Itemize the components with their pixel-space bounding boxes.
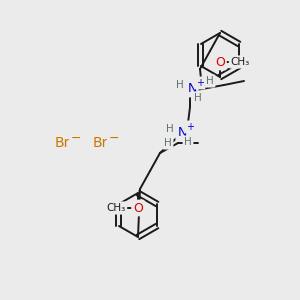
Text: −: − [109,131,119,145]
Text: N: N [187,82,197,95]
Text: H: H [184,137,192,147]
Text: +: + [196,78,204,88]
Text: CH₃: CH₃ [106,203,126,213]
Text: −: − [71,131,81,145]
Text: H: H [206,76,214,86]
Text: Br: Br [92,136,108,150]
Text: +: + [186,122,194,132]
Text: H: H [176,80,184,90]
Text: H: H [164,138,172,148]
Text: O: O [133,202,143,214]
Text: H: H [194,93,202,103]
Text: O: O [215,56,225,68]
Text: Br: Br [54,136,70,150]
Text: N: N [177,127,187,140]
Text: CH₃: CH₃ [230,57,250,67]
Text: H: H [166,124,174,134]
